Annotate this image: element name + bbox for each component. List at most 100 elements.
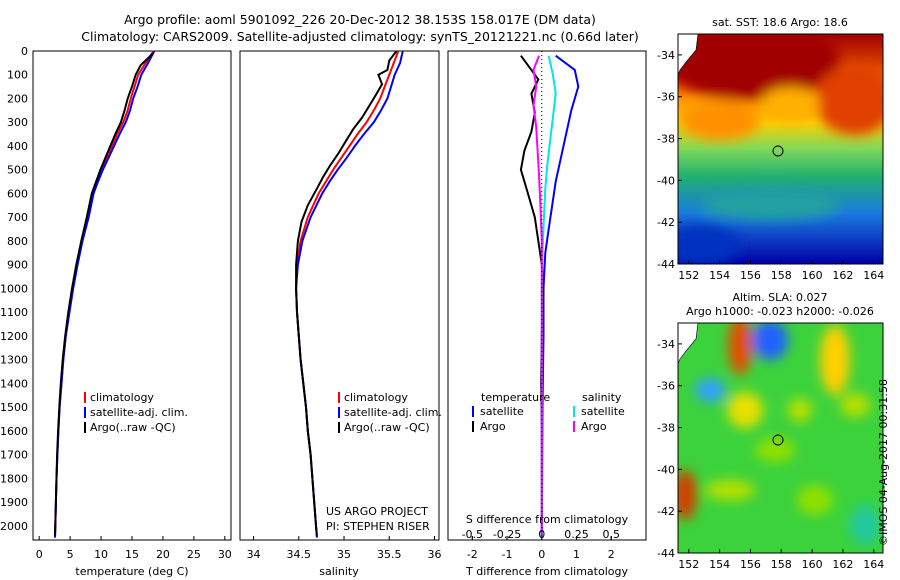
depth-tick-label: 1300 [0,354,28,367]
sst-map [678,34,883,264]
title-line-2: Climatology: CARS2009. Satellite-adjuste… [81,29,639,44]
lon-tick-label: 162 [832,269,853,282]
x-tick-label: 34.5 [287,548,312,561]
temperature-axis-label: temperature (deg C) [75,565,188,578]
x-tick-label: 25 [187,548,201,561]
depth-tick-label: 1100 [0,306,28,319]
lon-tick-label: 158 [771,269,792,282]
sla-map-title-2: Argo h1000: -0.023 h2000: -0.026 [686,305,874,318]
depth-tick-label: 1900 [0,496,28,509]
sst-float-marker [772,145,784,157]
depth-tick-label: 1400 [0,377,28,390]
lat-tick-label: -38 [657,133,675,146]
sla-float-marker [772,434,784,446]
series-line-argo---raw--qc- [295,50,398,536]
legend-label-argo: Argo(..raw -QC) [90,421,176,434]
depth-tick-label: 1000 [0,282,28,295]
legend-label-t-argo: Argo [480,420,506,433]
legend-label-climatology: climatology [90,391,154,404]
sst-map-title: sat. SST: 18.6 Argo: 18.6 [712,16,848,29]
depth-tick-label: 1700 [0,449,28,462]
x-tick-label: -1 [502,548,513,561]
x-tick-label: 0.25 [564,528,589,541]
legend-label-satellite: satellite-adj. clim. [344,406,442,419]
lon-tick-label: 164 [863,558,884,571]
depth-tick-label: 2000 [0,520,28,533]
sla-map [678,323,883,553]
x-tick-label: 2 [608,548,615,561]
x-tick-label: 0 [538,548,545,561]
depth-tick-label: 100 [7,69,28,82]
salinity-panel-frame [239,50,440,541]
depth-tick-label: 900 [7,259,28,272]
depth-tick-label: 1600 [0,425,28,438]
x-tick-label: 36 [427,548,441,561]
depth-tick-label: 1500 [0,401,28,414]
lat-tick-label: -40 [657,174,675,187]
pi-note: PI: STEPHEN RISER [326,520,430,533]
legend-label-s-argo: Argo [581,420,607,433]
depth-tick-label: 1800 [0,472,28,485]
x-tick-label: 35 [337,548,351,561]
project-note: US ARGO PROJECT [326,505,428,518]
lon-tick-label: 156 [740,558,761,571]
lat-tick-label: -42 [657,505,675,518]
salinity-legend: climatology satellite-adj. clim. Argo(..… [338,391,442,434]
x-tick-label: 34 [247,548,261,561]
legend-salinity-heading: salinity [582,391,622,404]
lat-tick-label: -42 [657,216,675,229]
lat-tick-label: -34 [657,49,675,62]
x-tick-label: 0 [36,548,43,561]
lon-tick-label: 152 [678,558,699,571]
legend-label-argo: Argo(..raw -QC) [344,421,430,434]
legend-label-satellite: satellite-adj. clim. [90,406,188,419]
salinity-axis-label: salinity [319,565,359,578]
profile-chart-area: 0100200300400500600700800900100011001200… [0,45,647,578]
lat-tick-label: -44 [657,258,675,271]
lon-tick-label: 164 [863,269,884,282]
x-tick-label: -0.25 [493,528,521,541]
legend-label-climatology: climatology [344,391,408,404]
x-tick-label: 15 [125,548,139,561]
lat-tick-label: -38 [657,422,675,435]
series-line-argo---raw--qc- [54,52,154,536]
temperature-legend: climatology satellite-adj. clim. Argo(..… [84,391,188,434]
x-tick-label: 30 [218,548,232,561]
lat-tick-label: -40 [657,463,675,476]
legend-temperature-heading: temperature [481,391,550,404]
imos-timestamp: ©IMOS 04-Aug-2017 00:31:58 [877,379,890,546]
x-tick-label: 1 [573,548,580,561]
series-line-satellite [540,54,580,538]
lon-tick-label: 156 [740,269,761,282]
legend-label-s-satellite: satellite [581,405,625,418]
x-tick-label: 0.5 [603,528,621,541]
lon-tick-label: 162 [832,558,853,571]
x-tick-label: -0.5 [462,528,483,541]
legend-label-t-satellite: satellite [480,405,524,418]
lon-tick-label: 154 [709,558,730,571]
lon-tick-label: 160 [802,558,823,571]
x-tick-label: -2 [467,548,478,561]
lon-tick-label: 158 [771,558,792,571]
difference-panel-frame [447,50,647,541]
s-difference-axis-label: S difference from climatology [466,513,629,526]
x-tick-label: 0 [538,528,545,541]
x-tick-label: 5 [67,548,74,561]
depth-tick-label: 800 [7,235,28,248]
depth-tick-label: 0 [21,45,28,58]
depth-tick-label: 200 [7,92,28,105]
sla-map-title-1: Altim. SLA: 0.027 [732,291,828,304]
sst-map-frame [677,33,884,265]
depth-tick-label: 700 [7,211,28,224]
temperature-panel-frame [32,50,232,541]
depth-tick-label: 1200 [0,330,28,343]
t-difference-axis-label: T difference from climatology [465,565,628,578]
x-tick-label: 20 [156,548,170,561]
map-area: -34 -36 -38 -40 -42 -44 152 154 156 158 160 162 164 -… [657,33,884,571]
lat-tick-label: -34 [657,338,675,351]
lat-tick-label: -36 [657,91,675,104]
depth-tick-label: 300 [7,116,28,129]
x-tick-label: 10 [94,548,108,561]
x-tick-label: 35.5 [377,548,402,561]
depth-tick-label: 600 [7,187,28,200]
